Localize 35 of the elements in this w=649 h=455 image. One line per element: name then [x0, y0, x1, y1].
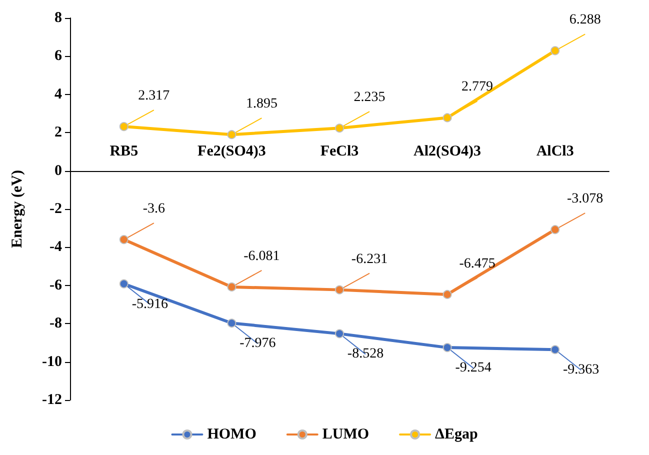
data-label: -7.976 — [240, 336, 276, 352]
y-tick-label: 4 — [54, 86, 62, 102]
y-tick-label: -6 — [50, 277, 62, 294]
data-label: -3.078 — [567, 192, 604, 207]
data-label: 1.895 — [246, 96, 278, 112]
y-tick-label: 2 — [54, 124, 62, 141]
data-label: -9.363 — [563, 362, 600, 378]
x-tick-label: Al2(SO4)3 — [414, 143, 482, 160]
data-label: -9.254 — [455, 360, 492, 376]
data-label: 2.317 — [138, 88, 170, 104]
data-label: -8.528 — [347, 346, 384, 362]
data-label: 2.235 — [354, 90, 386, 106]
legend-label: HOMO — [207, 426, 256, 442]
data-label: 6.288 — [569, 12, 601, 28]
legend-label: ΔEgap — [435, 426, 478, 442]
data-label: -5.916 — [132, 296, 168, 312]
y-tick-label: -2 — [50, 201, 62, 217]
x-tick-label: RB5 — [110, 143, 138, 160]
data-label: -6.475 — [459, 256, 496, 272]
data-label: -3.6 — [142, 202, 165, 217]
data-label: -6.231 — [351, 252, 388, 267]
y-tick-label: 6 — [54, 48, 62, 64]
data-label: 2.779 — [462, 80, 494, 95]
x-tick-label: AlCl3 — [536, 143, 574, 160]
y-tick-label: 0 — [54, 162, 62, 179]
y-tick-label: -4 — [50, 239, 62, 256]
y-tick-label: -10 — [42, 354, 62, 370]
y-tick-label: -8 — [50, 316, 62, 332]
x-tick-label: FeCl3 — [320, 143, 359, 160]
y-axis-title: Energy (eV) — [10, 170, 26, 248]
data-label: -6.081 — [244, 248, 280, 264]
y-tick-label: 8 — [54, 10, 62, 26]
legend-label: LUMO — [322, 426, 370, 442]
y-tick-label: -12 — [42, 392, 62, 408]
x-tick-label: Fe2(SO4)3 — [198, 143, 266, 160]
